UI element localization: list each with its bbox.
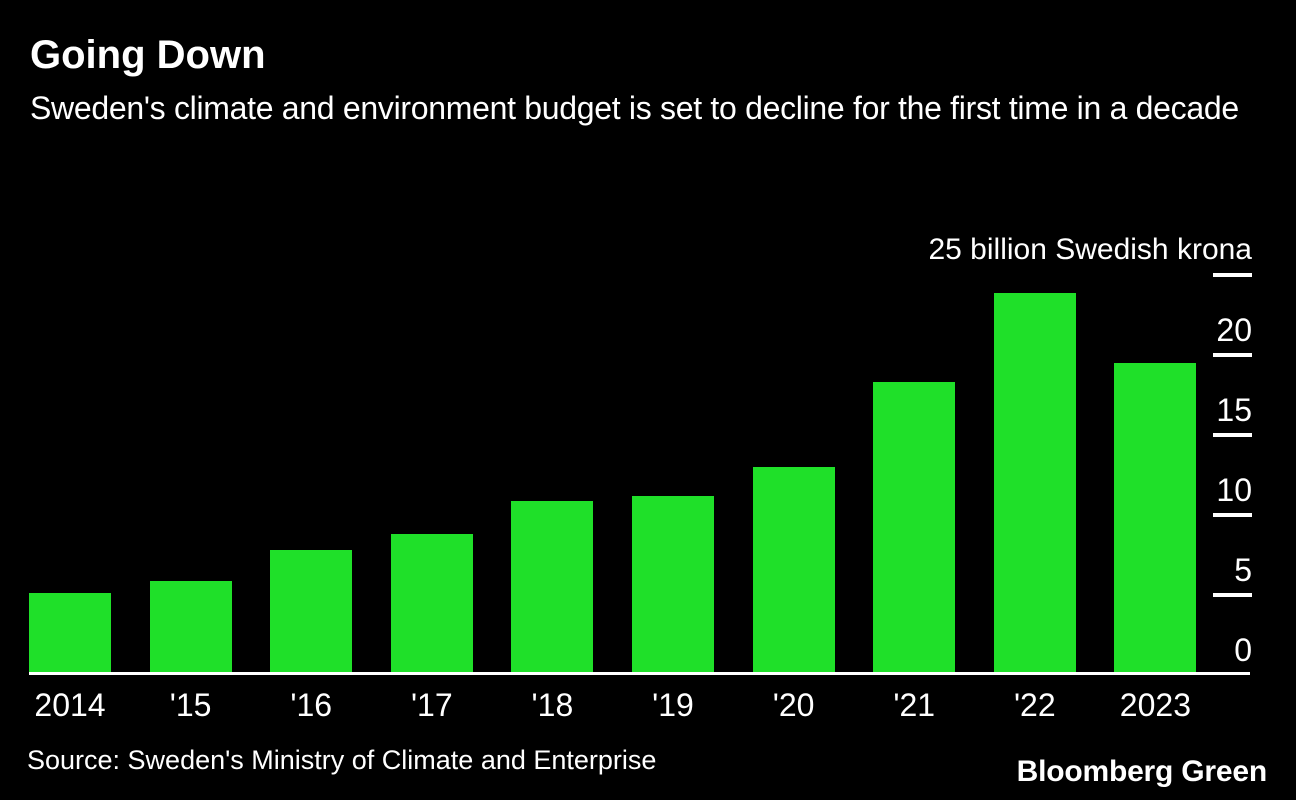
y-tick-label-5: 5 [1234,552,1252,588]
bar-20 [752,467,835,675]
y-tick-label-15: 15 [1216,392,1252,428]
source-note: Source: Sweden's Ministry of Climate and… [27,745,657,775]
y-tick-label-20: 20 [1216,312,1252,348]
chart-title: Going Down [30,33,266,77]
bar-17 [390,534,473,675]
y-tick-label-10: 10 [1216,472,1252,508]
bar-19 [632,495,714,675]
bar-21 [873,382,956,675]
x-tick-label-16: '16 [290,687,333,723]
x-tick-label-21: '21 [893,687,936,723]
y-tick-mark-15 [1213,433,1252,437]
x-tick-label-22: '22 [1013,687,1056,723]
x-tick-label-19: '19 [652,687,694,723]
x-axis-line [29,672,1250,675]
y-tick-mark-5 [1213,593,1252,597]
x-tick-label-17: '17 [410,687,453,723]
x-tick-label-18: '18 [531,687,574,723]
bar-16 [270,550,353,675]
bloomberg-green-logo: Bloomberg Green [1016,755,1268,788]
chart-subtitle: Sweden's climate and environment budget … [30,90,1239,126]
x-tick-label-15: '15 [169,687,212,723]
x-tick-label-2014: 2014 [34,687,106,723]
bar-2023 [1114,363,1197,675]
bar-2014 [29,593,111,675]
x-tick-label-20: '20 [772,687,815,723]
y-tick-label-0: 0 [1234,632,1252,668]
y-axis-unit-label: 25 billion Swedish krona [928,233,1252,266]
y-tick-mark-10 [1213,513,1252,517]
y-tick-mark-20 [1213,353,1252,357]
bar-22 [993,292,1076,675]
x-tick-label-2023: 2023 [1119,687,1191,723]
bar-18 [511,500,594,675]
y-tick-mark-25 [1213,273,1252,277]
bar-15 [149,580,232,675]
